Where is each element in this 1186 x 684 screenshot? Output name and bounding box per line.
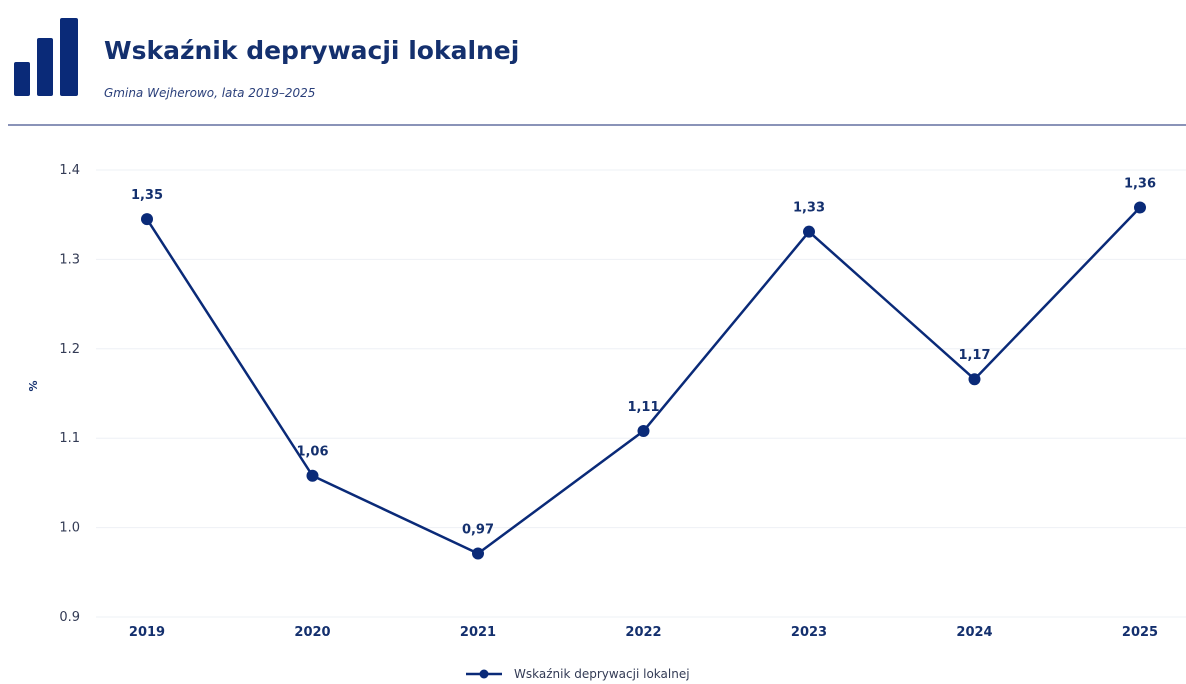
y-tick-label: 0.9 [59, 610, 80, 625]
legend-marker [479, 669, 489, 679]
data-label: 0,97 [462, 523, 494, 538]
y-tick-label: 1.0 [59, 521, 80, 536]
header-divider [8, 124, 1186, 126]
x-tick-label: 2024 [956, 625, 992, 640]
y-tick-label: 1.3 [59, 252, 80, 267]
data-labels: 1,35 1,06 0,97 1,11 1,33 1,17 1,36 [131, 177, 1156, 538]
data-point [141, 213, 153, 226]
data-point [803, 225, 815, 238]
x-tick-label: 2025 [1122, 625, 1158, 640]
y-tick-label: 1.1 [59, 431, 80, 446]
data-point [968, 373, 981, 386]
y-axis-ticks: 0.9 1.0 1.1 1.2 1.3 1.4 [59, 163, 80, 625]
data-label: 1,17 [958, 348, 990, 363]
x-tick-label: 2021 [460, 625, 496, 640]
data-point [306, 469, 319, 482]
x-tick-label: 2022 [625, 625, 661, 640]
data-point [1134, 201, 1146, 214]
chart-header: Wskaźnik deprywacji lokalnej Gmina Wejhe… [0, 0, 1186, 128]
x-tick-label: 2020 [294, 625, 330, 640]
data-label: 1,36 [1124, 177, 1156, 192]
data-label: 1,33 [793, 201, 825, 216]
chart-subtitle: Gmina Wejherowo, lata 2019–2025 [104, 86, 316, 100]
data-point [472, 547, 484, 560]
data-label: 1,35 [131, 188, 163, 203]
data-label: 1,11 [627, 400, 659, 415]
legend: Wskaźnik deprywacji lokalnej [466, 667, 690, 681]
y-tick-label: 1.4 [59, 163, 80, 178]
chart-title: Wskaźnik deprywacji lokalnej [104, 36, 520, 65]
series-points [141, 201, 1146, 560]
data-label: 1,06 [296, 445, 328, 460]
y-tick-label: 1.2 [59, 342, 80, 357]
data-point [637, 425, 650, 438]
bar-chart-icon [14, 16, 82, 96]
x-tick-label: 2019 [129, 625, 165, 640]
y-axis-label: % [27, 380, 40, 391]
x-axis-ticks: 2019 2020 2021 2022 2023 2024 2025 [129, 625, 1158, 640]
x-tick-label: 2023 [791, 625, 827, 640]
legend-label: Wskaźnik deprywacji lokalnej [514, 667, 690, 681]
